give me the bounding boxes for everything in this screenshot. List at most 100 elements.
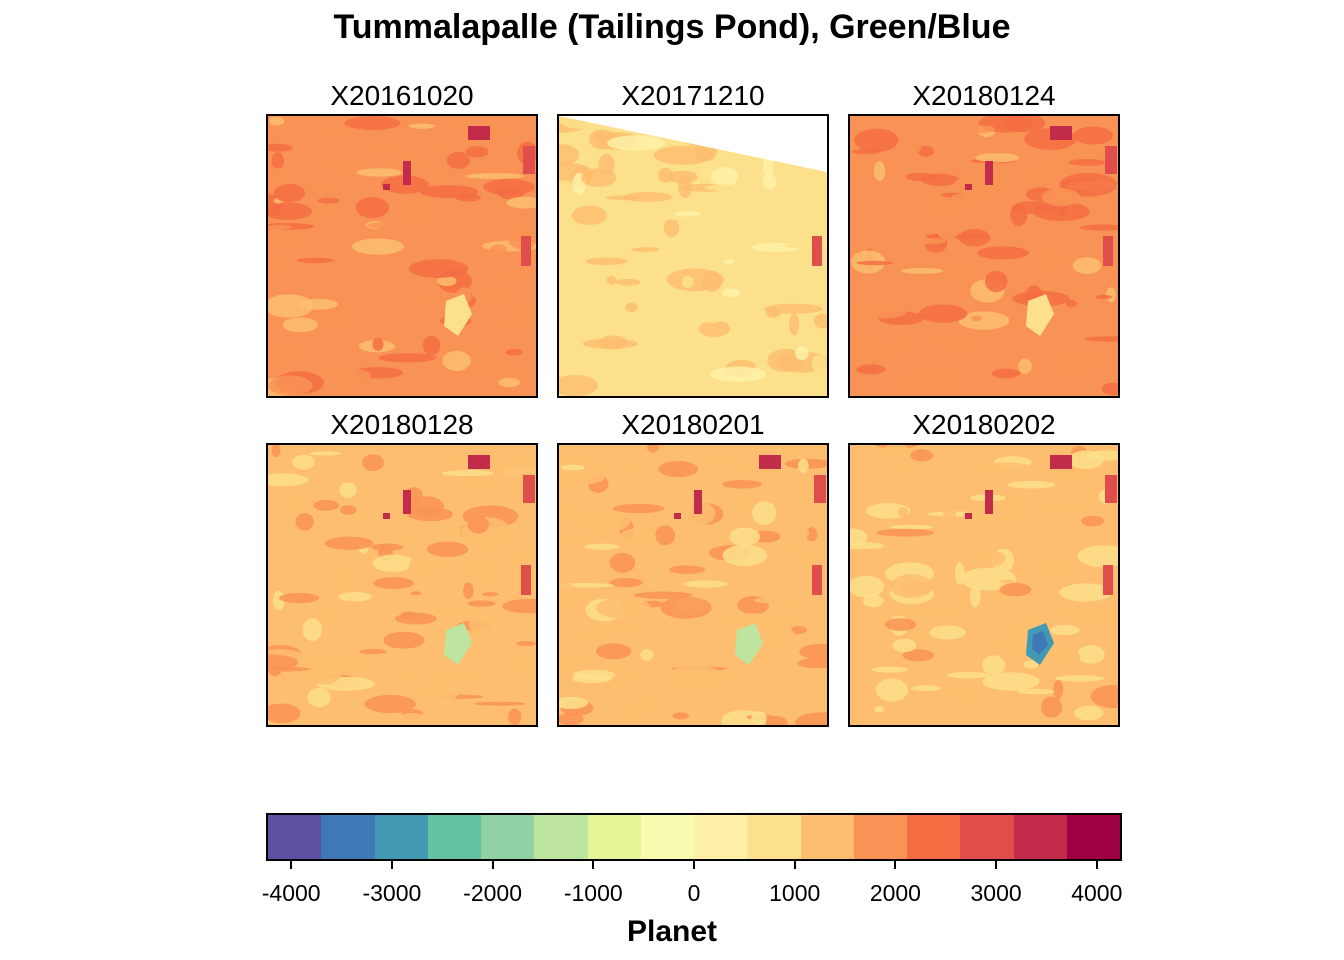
raster-patch [563,456,592,465]
raster-patch [338,380,348,396]
raster-structure [383,184,390,190]
raster-patch [918,385,959,396]
raster-patch [465,146,489,158]
raster-panel [848,114,1120,398]
raster-patch [581,168,617,187]
raster-patch [559,144,580,166]
raster-patch [281,496,303,511]
raster-patch [299,298,339,310]
raster-patch [660,596,712,619]
raster-patch [559,654,597,671]
raster-patch [701,164,715,186]
raster-patch [560,464,585,471]
raster-structure [694,490,702,514]
raster-patch [489,244,508,257]
raster-patch [268,224,292,230]
raster-structure [1105,475,1117,503]
raster-patch [758,372,817,393]
panel-title: X20180202 [912,409,1056,440]
raster-patch [483,178,535,196]
raster-patch [595,597,651,619]
raster-patch [1050,624,1080,636]
raster-structure [383,513,390,519]
raster-map [559,445,827,725]
raster-patch [850,636,886,643]
colorbar-swatch [640,815,694,859]
raster-patch [911,140,922,153]
raster-patch [268,703,301,724]
colorbar-tick-label: -1000 [563,880,623,906]
colorbar-tick-label: 0 [687,880,701,906]
raster-patch [647,353,707,374]
raster-patch [378,353,437,363]
raster-patch [505,348,523,356]
raster-patch [653,145,713,165]
raster-patch [889,574,933,599]
raster-structure [1050,126,1072,140]
raster-patch [806,527,818,542]
raster-patch [1010,203,1028,227]
raster-patch [1087,450,1118,461]
raster-patch [472,289,523,301]
tailings-pond [1026,294,1054,336]
raster-patch [441,470,495,477]
raster-patch [606,276,617,285]
raster-patch [363,141,394,151]
raster-patch [268,654,299,671]
colorbar-swatch [481,815,535,859]
raster-patch [633,591,693,599]
raster-patch [710,366,766,382]
raster-patch [463,582,474,600]
raster-patch [615,278,641,286]
raster-patch [876,528,935,537]
colorbar [266,813,1122,861]
raster-patch [268,143,293,152]
colorbar-swatch [853,815,907,859]
raster-patch [850,575,885,598]
raster-patch [720,668,742,678]
raster-structure [1103,565,1113,595]
raster-patch [559,713,584,725]
raster-patch [929,625,967,640]
tailings-pond-core [1032,631,1048,655]
raster-patch [364,694,416,714]
raster-patch [559,468,606,486]
raster-patch [1041,696,1063,718]
raster-patch [408,259,469,278]
raster-patch [999,582,1032,597]
raster-structure [1105,146,1117,174]
raster-patch [302,618,322,641]
raster-patch [699,320,731,338]
raster-patch [309,451,341,456]
raster-map [559,116,827,396]
raster-patch [466,362,493,376]
raster-patch [850,181,857,198]
raster-patch [719,210,778,227]
colorbar-swatch [747,815,801,859]
raster-patch [446,152,471,169]
colorbar-tick-label: 2000 [869,880,921,906]
raster-patch [723,259,735,265]
chart-title: Tummalapalle (Tailings Pond), Green/Blue [333,8,1011,46]
raster-patch [984,270,1008,293]
colorbar-swatch [1066,815,1120,859]
raster-patch [795,346,809,360]
raster-panel [266,443,538,727]
raster-patch [585,257,628,266]
raster-patch [571,205,607,225]
raster-patch [782,473,792,493]
raster-patch [806,172,827,184]
raster-patch [921,173,959,186]
raster-patch [559,532,598,543]
raster-patch [1044,649,1081,664]
raster-structure [523,475,535,503]
raster-patch [974,153,1020,163]
raster-patch [1074,705,1104,721]
raster-patch [500,267,524,278]
raster-patch [355,197,390,219]
raster-patch [681,275,694,288]
raster-patch [884,445,909,460]
raster-patch [936,184,946,196]
colorbar-tick-label: 4000 [1071,880,1123,906]
raster-patch [452,505,464,523]
